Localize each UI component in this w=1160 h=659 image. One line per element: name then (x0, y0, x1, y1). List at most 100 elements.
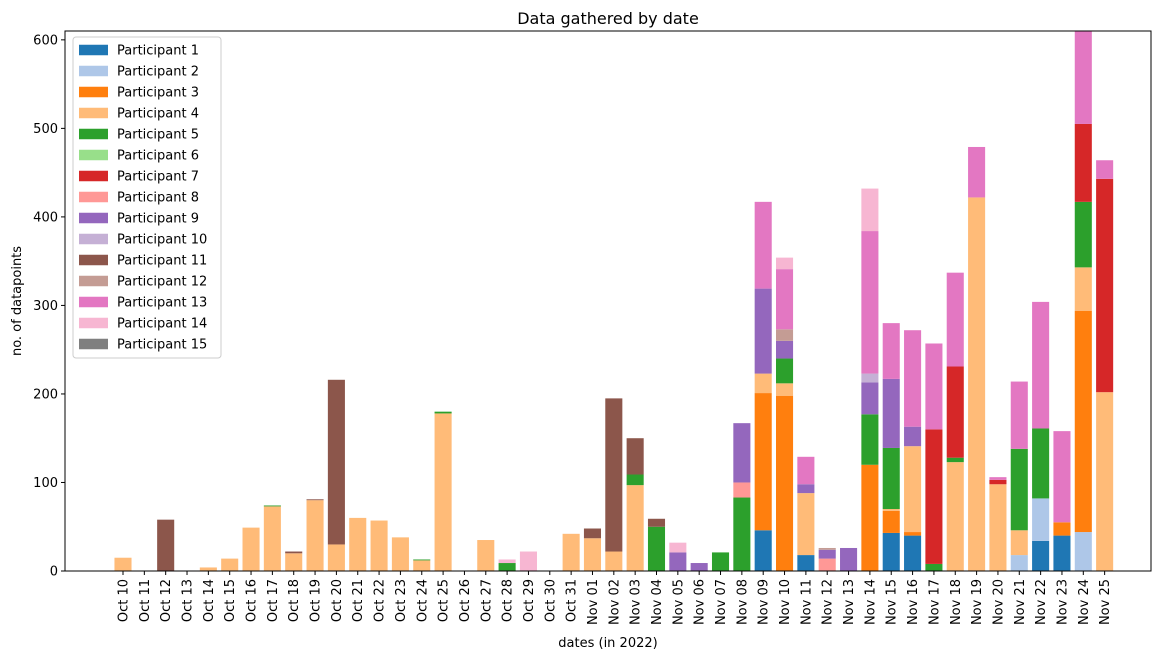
bar-segment (1074, 310, 1092, 533)
x-tick-label: Nov 07 (714, 579, 729, 625)
bar-segment (797, 484, 815, 494)
x-tick-label: Oct 26 (458, 579, 473, 622)
legend-label: Participant 8 (117, 191, 199, 206)
x-tick-label: Nov 25 (1098, 579, 1113, 625)
bar-segment (221, 558, 239, 571)
legend-swatch (79, 191, 108, 203)
bar-segment (306, 500, 324, 571)
bar-segment (882, 509, 900, 511)
bar-segment (1074, 201, 1092, 268)
y-tick-label: 200 (33, 387, 58, 402)
bar-segment (562, 533, 580, 571)
bar-segment (904, 446, 922, 533)
legend-label: Participant 7 (117, 170, 199, 185)
x-axis-label: dates (in 2022) (558, 636, 657, 651)
bar-segment (477, 540, 495, 571)
bar-segment (669, 552, 687, 571)
x-tick-label: Oct 31 (565, 579, 580, 622)
legend-label: Participant 10 (117, 233, 207, 248)
bar-segment (285, 551, 303, 554)
bar-segment (989, 477, 1007, 480)
x-tick-label: Nov 15 (885, 579, 900, 625)
bar-segment (861, 414, 879, 465)
x-tick-label: Nov 09 (757, 579, 772, 625)
bar-segment (754, 530, 772, 571)
x-tick-label: Nov 02 (607, 579, 622, 625)
bar-segment (327, 544, 345, 571)
x-tick-label: Nov 12 (821, 579, 836, 625)
bar-segment (199, 567, 217, 571)
bar-segment (925, 563, 943, 571)
x-tick-label: Nov 03 (629, 579, 644, 625)
bar-segment (263, 505, 281, 507)
bar-segment (797, 555, 815, 571)
bar-segment (818, 547, 836, 550)
bar-segment (1010, 448, 1028, 531)
plot-frame (64, 30, 1152, 572)
bar-segment (882, 510, 900, 533)
bar-segment (647, 526, 666, 571)
legend-label: Participant 12 (117, 275, 207, 290)
bar-segment (1032, 540, 1050, 571)
legend-swatch (79, 170, 108, 182)
x-tick-label: Nov 21 (1013, 579, 1028, 625)
legend-swatch (79, 296, 108, 308)
bar-segment (1074, 123, 1092, 202)
x-tick-label: Nov 11 (799, 579, 814, 625)
x-tick-label: Nov 22 (1034, 579, 1049, 625)
bar-segment (669, 542, 687, 553)
legend: Participant 1 Participant 2 Participant 3 P… (72, 36, 222, 359)
x-tick-label: Nov 20 (991, 579, 1006, 625)
bar-segment (519, 551, 537, 571)
bar-segment (818, 558, 836, 571)
legend-label: Participant 2 (117, 65, 199, 80)
bar-segment (989, 484, 1007, 571)
x-tick-label: Nov 14 (863, 579, 878, 625)
bar-segment (754, 201, 772, 289)
bar-segment (1074, 267, 1092, 311)
bar-segment (925, 343, 943, 430)
bar-segment (861, 382, 879, 415)
bar-segment (1032, 498, 1050, 541)
bar-segment (1053, 431, 1071, 523)
bar-segment (776, 395, 794, 571)
legend-label: Participant 11 (117, 254, 207, 269)
y-tick-label: 100 (33, 476, 58, 491)
bar-segment (861, 188, 879, 232)
x-tick-label: Nov 08 (735, 579, 750, 625)
bar-segment (882, 532, 900, 571)
bar-segment (1010, 530, 1028, 556)
legend-label: Participant 9 (117, 212, 199, 227)
bar-segment (904, 535, 922, 571)
legend-label: Participant 13 (117, 296, 207, 311)
bar-segment (946, 462, 964, 571)
bar-segment (1010, 555, 1028, 571)
x-tick-label: Oct 28 (501, 579, 516, 622)
bar-segment (861, 464, 879, 571)
y-tick-label: 500 (33, 122, 58, 137)
bar-segment (306, 499, 324, 501)
legend-label: Participant 4 (117, 107, 199, 122)
x-tick-label: Nov 06 (693, 579, 708, 625)
legend-swatch (79, 275, 108, 287)
legend-label: Participant 3 (117, 86, 199, 101)
bar-segment (1096, 178, 1114, 393)
bar-segment (1053, 522, 1071, 536)
x-tick-label: Oct 15 (223, 579, 238, 622)
x-tick-label: Oct 21 (351, 579, 366, 622)
bar-segment (1096, 160, 1114, 179)
bar-segment (776, 383, 794, 396)
bar-segment (946, 366, 964, 458)
bar-segment (285, 553, 303, 571)
x-tick-label: Oct 16 (245, 579, 260, 622)
legend-swatch (79, 317, 108, 329)
bar-segment (861, 231, 879, 374)
bar-segment (861, 373, 879, 383)
x-tick-label: Oct 20 (330, 579, 345, 622)
bar-segment (1074, 532, 1092, 571)
bar-segment (647, 518, 666, 527)
x-tick-label: Oct 30 (543, 579, 558, 622)
bar-segment (1032, 428, 1050, 499)
bar-segment (882, 378, 900, 448)
